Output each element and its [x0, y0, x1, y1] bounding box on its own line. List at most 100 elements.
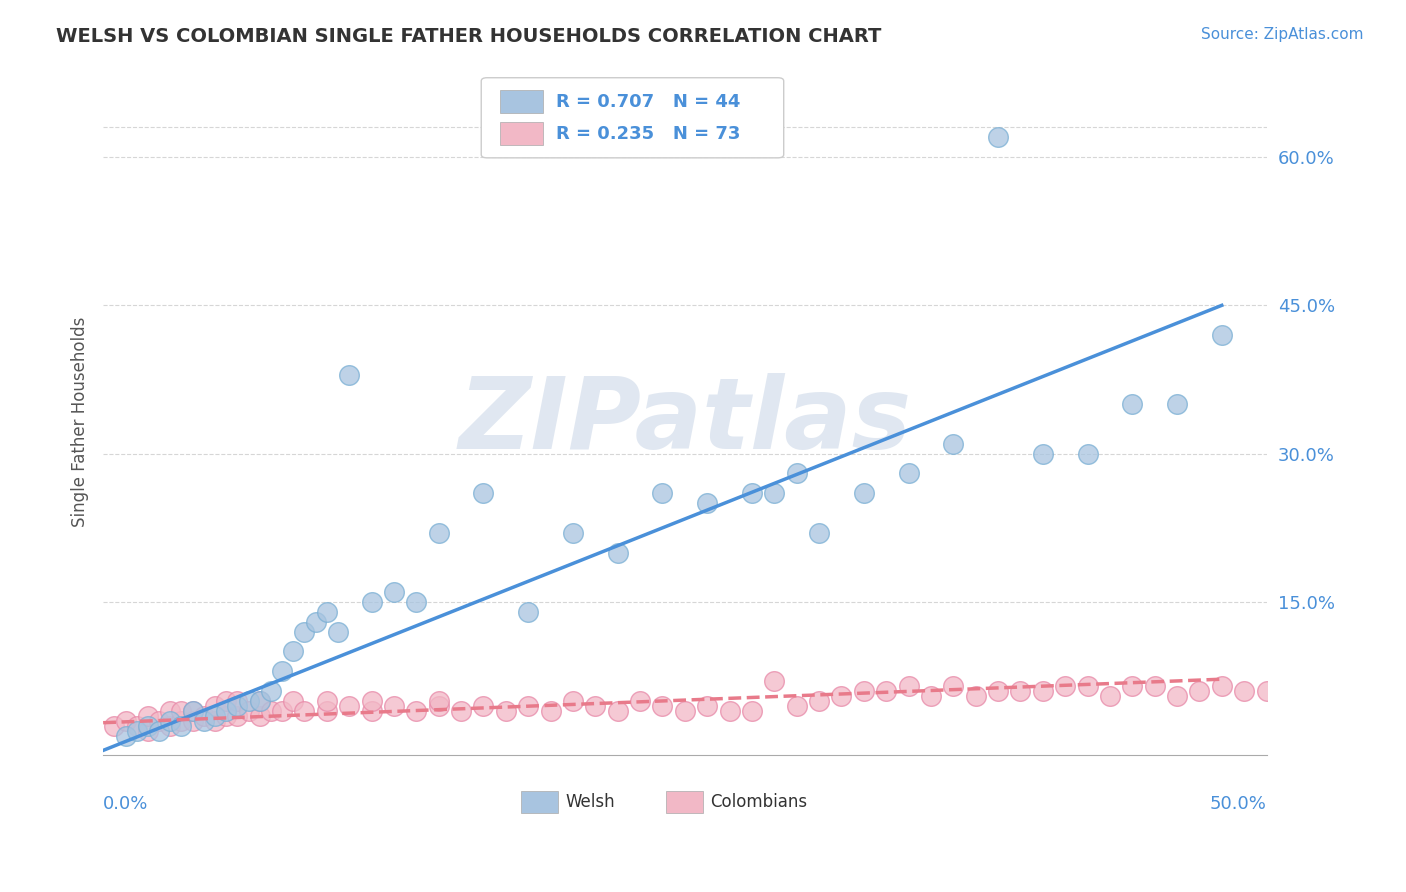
- Point: [315, 694, 337, 708]
- Point: [193, 714, 215, 728]
- Point: [238, 694, 260, 708]
- Point: [204, 708, 226, 723]
- Point: [226, 694, 249, 708]
- Point: [673, 704, 696, 718]
- Point: [786, 698, 808, 713]
- Point: [562, 525, 585, 540]
- Point: [294, 704, 316, 718]
- Point: [315, 605, 337, 619]
- Point: [786, 467, 808, 481]
- Point: [763, 674, 786, 689]
- Point: [1233, 684, 1256, 698]
- Point: [283, 694, 305, 708]
- Point: [606, 704, 628, 718]
- Point: [360, 704, 382, 718]
- FancyBboxPatch shape: [481, 78, 783, 158]
- Point: [159, 704, 181, 718]
- Point: [920, 689, 942, 703]
- Point: [1166, 689, 1188, 703]
- Point: [315, 704, 337, 718]
- Text: Welsh: Welsh: [565, 793, 614, 811]
- Text: R = 0.707   N = 44: R = 0.707 N = 44: [555, 93, 740, 111]
- Point: [517, 698, 540, 713]
- Point: [1076, 679, 1098, 693]
- Point: [540, 704, 562, 718]
- Point: [472, 698, 495, 713]
- Point: [283, 644, 305, 658]
- Point: [125, 719, 148, 733]
- Point: [170, 714, 193, 728]
- Point: [808, 694, 831, 708]
- Point: [260, 704, 283, 718]
- Point: [450, 704, 472, 718]
- Point: [114, 714, 136, 728]
- Point: [136, 708, 159, 723]
- Point: [427, 525, 450, 540]
- Point: [249, 694, 271, 708]
- Point: [215, 694, 238, 708]
- Point: [696, 698, 718, 713]
- Point: [249, 708, 271, 723]
- Point: [1010, 684, 1032, 698]
- Point: [249, 694, 271, 708]
- Point: [148, 723, 170, 738]
- Point: [763, 486, 786, 500]
- Point: [260, 684, 283, 698]
- Y-axis label: Single Father Households: Single Father Households: [72, 317, 89, 527]
- Point: [181, 714, 204, 728]
- Point: [1211, 679, 1233, 693]
- Point: [1256, 684, 1278, 698]
- Point: [405, 595, 427, 609]
- Point: [181, 704, 204, 718]
- Point: [427, 698, 450, 713]
- Point: [181, 704, 204, 718]
- Point: [405, 704, 427, 718]
- Point: [1076, 447, 1098, 461]
- Point: [875, 684, 897, 698]
- Point: [741, 704, 763, 718]
- Point: [170, 704, 193, 718]
- Point: [159, 714, 181, 728]
- Point: [1121, 679, 1143, 693]
- Point: [159, 719, 181, 733]
- Point: [741, 486, 763, 500]
- Point: [651, 486, 673, 500]
- Point: [103, 719, 125, 733]
- Point: [965, 689, 987, 703]
- Point: [562, 694, 585, 708]
- Point: [583, 698, 606, 713]
- Point: [987, 684, 1010, 698]
- Point: [1054, 679, 1077, 693]
- Point: [628, 694, 651, 708]
- Text: Colombians: Colombians: [710, 793, 807, 811]
- Point: [226, 708, 249, 723]
- Point: [136, 723, 159, 738]
- Point: [1121, 397, 1143, 411]
- Point: [718, 704, 741, 718]
- Text: WELSH VS COLOMBIAN SINGLE FATHER HOUSEHOLDS CORRELATION CHART: WELSH VS COLOMBIAN SINGLE FATHER HOUSEHO…: [56, 27, 882, 45]
- Point: [193, 708, 215, 723]
- Point: [495, 704, 517, 718]
- FancyBboxPatch shape: [520, 791, 558, 813]
- Point: [808, 525, 831, 540]
- Point: [852, 486, 875, 500]
- Point: [337, 698, 360, 713]
- Point: [1188, 684, 1211, 698]
- Point: [696, 496, 718, 510]
- Point: [326, 624, 349, 639]
- Point: [271, 665, 294, 679]
- Text: 50.0%: 50.0%: [1209, 796, 1267, 814]
- Point: [830, 689, 852, 703]
- Point: [136, 719, 159, 733]
- Point: [148, 714, 170, 728]
- Point: [1032, 447, 1054, 461]
- Point: [382, 585, 405, 599]
- Point: [472, 486, 495, 500]
- Point: [125, 723, 148, 738]
- Point: [294, 624, 316, 639]
- Point: [1278, 684, 1301, 698]
- Point: [215, 708, 238, 723]
- Point: [1211, 328, 1233, 343]
- Point: [114, 729, 136, 743]
- Point: [942, 679, 965, 693]
